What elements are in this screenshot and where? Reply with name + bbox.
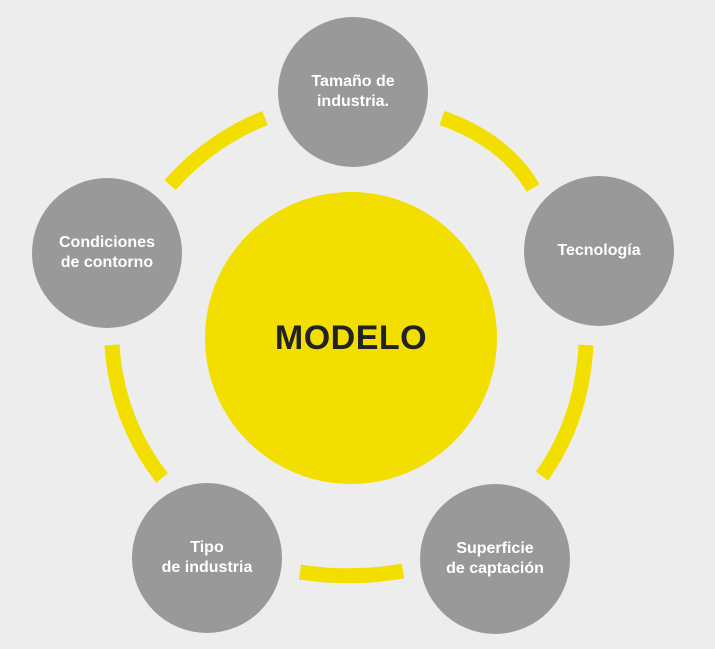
node-label: Condiciones de contorno [58,234,155,271]
connector-bottom [298,563,405,584]
connector-left [104,344,168,483]
node-superficie-captacion: Superficie de captación [420,484,570,634]
node-label: Tecnología [557,242,641,259]
connector-top-left [164,111,268,191]
node-label: Tipo de industria [161,539,253,576]
node-label: Superficie de captación [446,540,544,577]
node-condiciones-contorno: Condiciones de contorno [32,178,182,328]
node-tecnologia: Tecnología [524,176,674,326]
node-tipo-industria: Tipo de industria [132,483,282,633]
node-label: Tamaño de industria. [311,73,395,110]
connector-top-right [439,110,540,192]
node-tamano-industria: Tamaño de industria. [278,17,428,167]
center-circle: MODELO [205,192,497,484]
center-label: MODELO [274,318,428,357]
connector-right [535,344,594,481]
